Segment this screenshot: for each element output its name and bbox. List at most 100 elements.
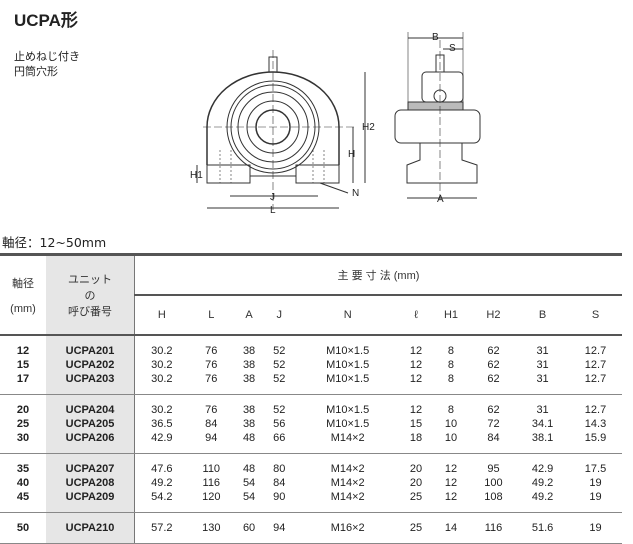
cell-S: 12.7 (584, 404, 607, 416)
header-shaft-unit: (mm) (10, 303, 36, 315)
cell-N: M10×1.5 (326, 373, 370, 385)
table-row: 45 UCPA209 54.2 120 54 90 M14×2 25 12 108 49.2 19 (0, 490, 622, 504)
label-L: L (270, 205, 276, 216)
cell-unit: UCPA210 (46, 521, 135, 535)
cell-H2: 100 (484, 477, 503, 489)
cell-B: 49.2 (531, 491, 554, 503)
cell-H1: 12 (444, 463, 458, 475)
cell-J: 52 (273, 373, 286, 385)
cell-H: 42.9 (151, 432, 173, 444)
cell-H1: 8 (447, 359, 455, 371)
header-unit-bot: 呼び番号 (68, 306, 112, 318)
cell-N: M10×1.5 (326, 345, 370, 357)
cell-S: 12.7 (584, 373, 607, 385)
cell-H2: 62 (487, 345, 500, 357)
cell-S: 19 (589, 491, 602, 503)
column-header-4: N (343, 309, 352, 321)
cell-unit: UCPA203 (46, 372, 135, 386)
column-header-7: H2 (486, 309, 501, 321)
cell-A: 38 (242, 359, 256, 371)
cell-shaft: 25 (16, 418, 30, 430)
cell-H: 30.2 (151, 404, 173, 416)
table-row: 50 UCPA210 57.2 130 60 94 M16×2 25 14 116 51.6 19 (0, 521, 622, 535)
cell-N: M10×1.5 (326, 404, 370, 416)
cell-J: 94 (273, 522, 286, 534)
cell-A: 54 (242, 491, 256, 503)
table-row: 35 UCPA207 47.6 110 48 80 M14×2 20 12 95 42.9 17.5 (0, 462, 622, 476)
cell-N: M16×2 (330, 522, 365, 534)
cell-J: 80 (273, 463, 286, 475)
cell-H: 30.2 (151, 373, 173, 385)
cell-H2: 72 (487, 418, 500, 430)
page-title: UCPA形 (14, 11, 78, 30)
column-header-2: A (245, 309, 253, 321)
label-H: H (348, 149, 355, 160)
cell-ℓ: 12 (409, 373, 423, 385)
label-N: N (352, 188, 359, 199)
cell-H1: 14 (444, 522, 458, 534)
cell-unit: UCPA206 (46, 431, 135, 445)
cell-B: 31 (536, 404, 549, 416)
cell-shaft: 45 (16, 491, 30, 503)
label-H2: H2 (362, 122, 375, 133)
cell-H: 57.2 (151, 522, 173, 534)
cell-shaft: 30 (16, 432, 30, 444)
cell-H1: 10 (444, 432, 458, 444)
cell-A: 48 (242, 463, 256, 475)
table-row: 17 UCPA203 30.2 76 38 52 M10×1.5 12 8 62 31 12.7 (0, 372, 622, 386)
label-J: J (270, 192, 275, 203)
column-header-6: H1 (443, 309, 458, 321)
cell-B: 31 (536, 345, 549, 357)
cell-ℓ: 12 (409, 404, 423, 416)
cell-J: 52 (273, 404, 286, 416)
cell-unit: UCPA205 (46, 417, 135, 431)
cell-ℓ: 20 (409, 463, 423, 475)
front-view (196, 50, 366, 210)
cell-H2: 62 (487, 373, 500, 385)
side-view (394, 32, 481, 200)
cell-H2: 108 (484, 491, 503, 503)
cell-H2: 62 (487, 404, 500, 416)
cell-J: 52 (273, 359, 286, 371)
cell-L: 110 (202, 463, 221, 475)
cell-unit: UCPA202 (46, 358, 135, 372)
cell-H1: 12 (444, 491, 458, 503)
cell-S: 17.5 (584, 463, 607, 475)
table-row: 20 UCPA204 30.2 76 38 52 M10×1.5 12 8 62 31 12.7 (0, 403, 622, 417)
cell-ℓ: 20 (409, 477, 423, 489)
label-H1: H1 (190, 170, 203, 181)
cell-S: 19 (589, 522, 602, 534)
cell-H2: 62 (487, 359, 500, 371)
cell-L: 120 (202, 491, 221, 503)
header-unit: ユニットの呼び番号 (46, 254, 135, 335)
cell-shaft: 40 (16, 477, 30, 489)
cell-H: 30.2 (151, 359, 173, 371)
cell-unit: UCPA207 (46, 462, 135, 476)
column-header-5: ℓ (414, 309, 418, 321)
cell-ℓ: 15 (409, 418, 423, 430)
cell-ℓ: 25 (409, 522, 423, 534)
cell-J: 66 (273, 432, 286, 444)
column-header-9: S (591, 309, 600, 321)
cell-unit: UCPA201 (46, 344, 135, 358)
column-header-3: J (276, 309, 283, 321)
shaft-range: 軸径：12~50mm (2, 235, 107, 250)
cell-H: 36.5 (151, 418, 173, 430)
cell-L: 84 (205, 418, 218, 430)
cell-A: 48 (242, 432, 256, 444)
cell-N: M10×1.5 (326, 418, 370, 430)
subtitle-setscrew: 止めねじ付き (14, 50, 80, 63)
column-header-1: L (208, 309, 215, 321)
cell-A: 60 (242, 522, 256, 534)
cell-L: 76 (205, 404, 218, 416)
subtitle-cylindrical-bore: 円筒穴形 (14, 65, 58, 78)
cell-shaft: 15 (16, 359, 30, 371)
header-shaft-label: 軸径 (12, 278, 34, 290)
cell-shaft: 17 (16, 373, 30, 385)
table-row: 12 UCPA201 30.2 76 38 52 M10×1.5 12 8 62 31 12.7 (0, 344, 622, 358)
column-header-8: B (538, 309, 547, 321)
cell-B: 42.9 (531, 463, 554, 475)
cell-shaft: 20 (16, 404, 30, 416)
label-B: B (432, 32, 439, 43)
